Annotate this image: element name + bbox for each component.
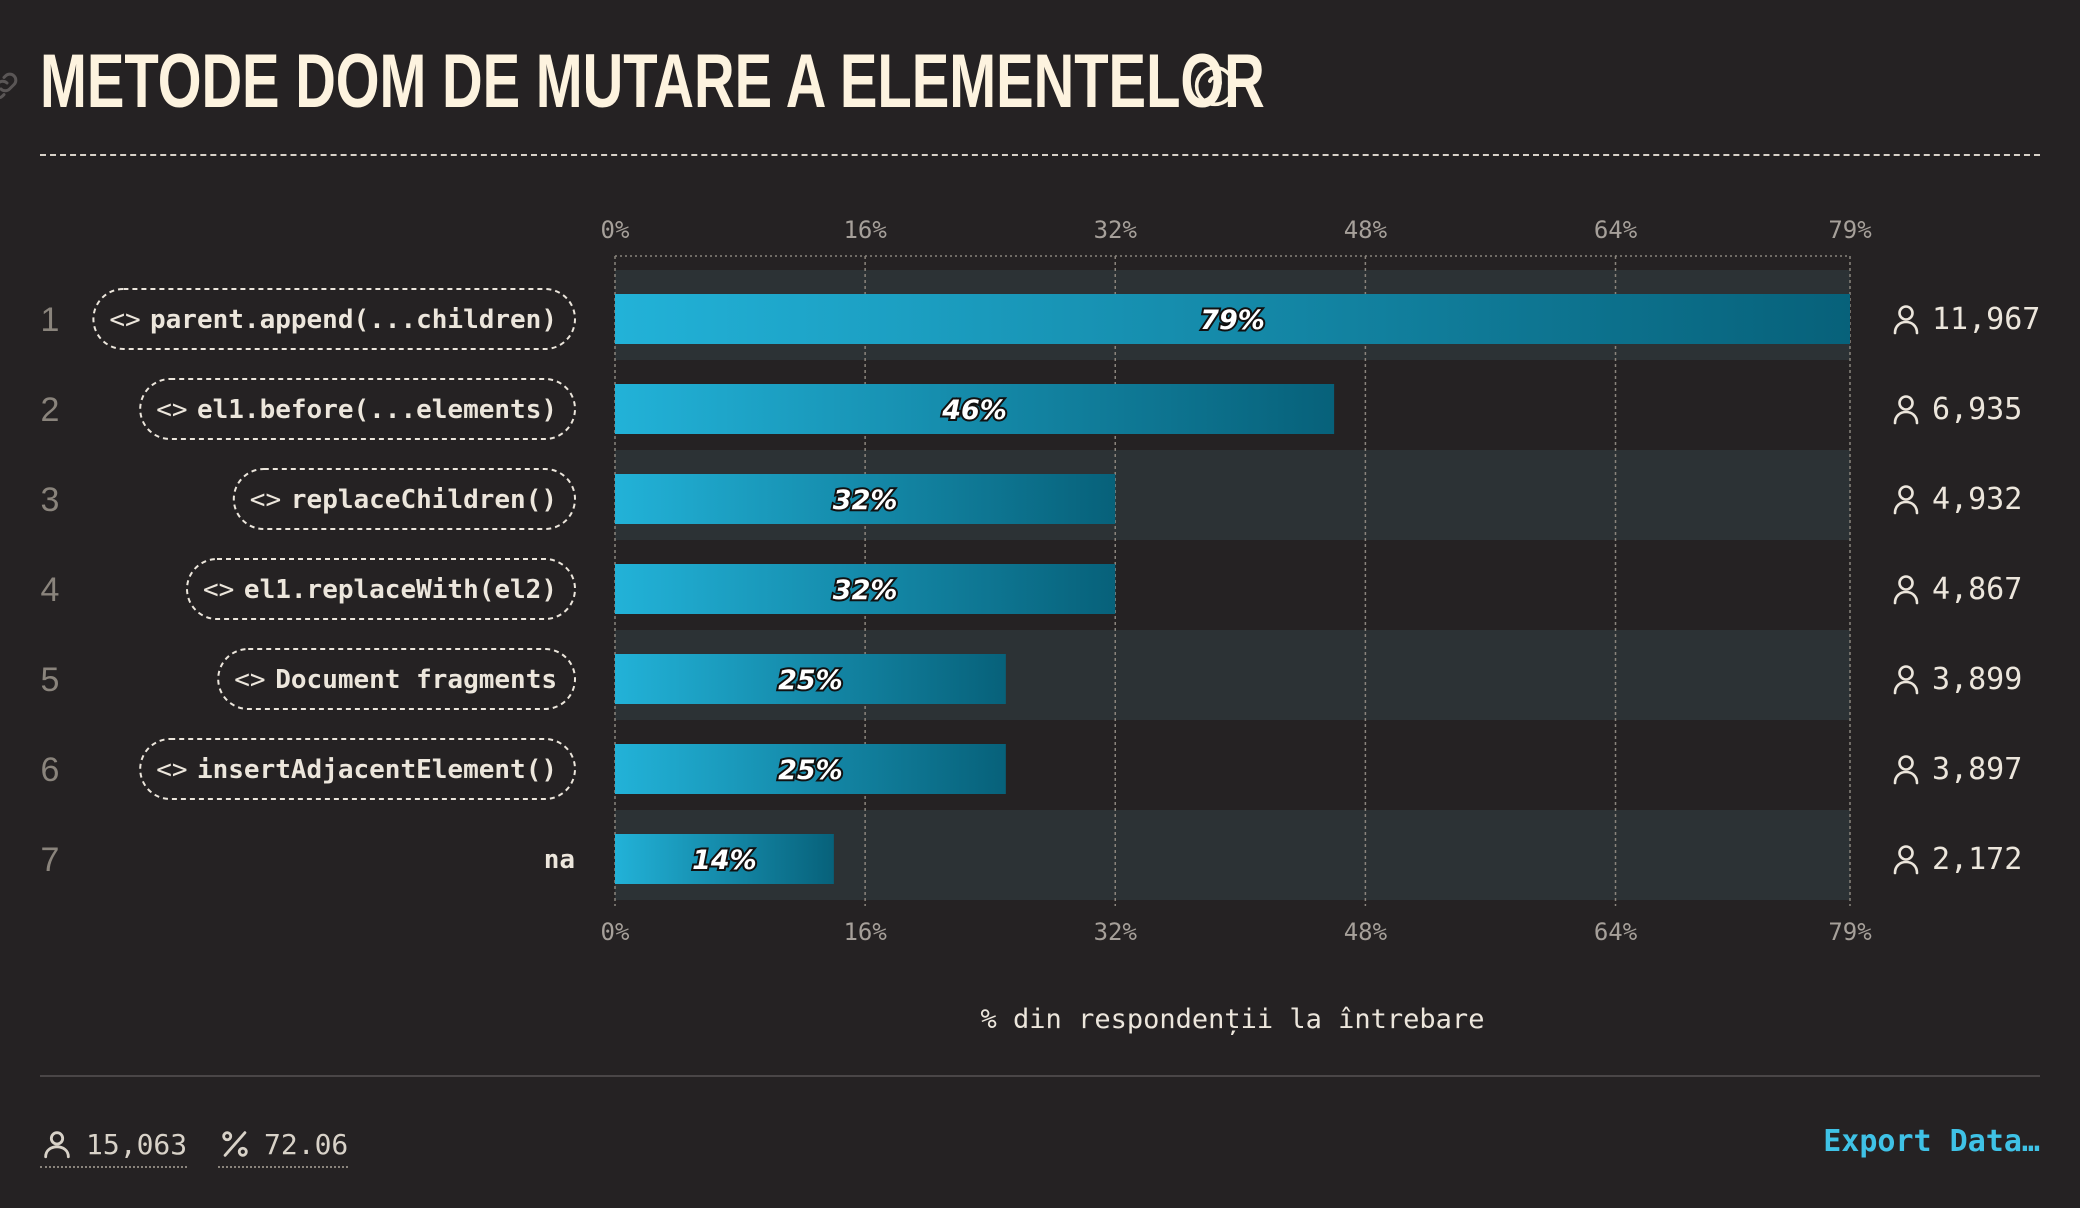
x-tick-label-bottom: 79%	[1828, 918, 1872, 946]
x-tick-label-bottom: 48%	[1344, 918, 1388, 946]
title-divider	[40, 154, 2040, 156]
category-label-text: Document fragments	[275, 665, 557, 695]
respondent-count: 4,932	[1893, 482, 2022, 517]
respondents-count: 15,063	[86, 1127, 188, 1161]
user-icon-body	[1893, 680, 1919, 695]
bar	[615, 474, 1116, 524]
footer-divider	[40, 1075, 2040, 1077]
bar	[615, 384, 1335, 434]
x-tick-label-top: 48%	[1344, 216, 1388, 244]
code-brackets-icon: <>	[156, 395, 187, 425]
respondent-count: 6,935	[1893, 392, 2022, 427]
x-tick-label-top: 64%	[1594, 216, 1638, 244]
category-label: <> Document fragments	[217, 648, 576, 710]
user-icon	[1898, 665, 1914, 681]
bar	[615, 834, 834, 884]
user-icon	[1898, 305, 1914, 321]
page-title: METODE DOM DE MUTARE A ELEMENTELOR	[40, 39, 1265, 124]
x-tick-label-top: 16%	[843, 216, 887, 244]
percent-icon	[222, 1131, 248, 1157]
rank-label: 4	[41, 571, 60, 609]
category-pill	[186, 558, 576, 620]
count-value: 4,867	[1932, 572, 2022, 607]
respondent-count: 3,899	[1893, 662, 2022, 697]
bar-value-label: 32%	[833, 575, 898, 606]
user-icon	[1898, 485, 1914, 501]
count-value: 11,967	[1932, 302, 2040, 337]
count-value: 2,172	[1932, 842, 2022, 877]
user-icon-body	[1893, 320, 1919, 335]
user-icon	[1898, 845, 1914, 861]
bar-value-label: 46%	[941, 395, 1007, 426]
x-tick-label-bottom: 16%	[843, 918, 887, 946]
user-icon	[1898, 395, 1914, 411]
category-label: <> replaceChildren()	[232, 468, 577, 530]
count-value: 3,899	[1932, 662, 2022, 697]
count-value: 4,932	[1932, 482, 2022, 517]
bar-value-label: 32%	[833, 485, 898, 516]
count-value: 6,935	[1932, 392, 2022, 427]
bar-chart: 0% 0% 16% 16% 32% 32% 48% 48% 64% 64% 79% 79% 1 <> par…	[41, 216, 2041, 1035]
percent-value: 72.06	[264, 1127, 349, 1161]
category-label: na	[544, 845, 575, 875]
category-label: <> el1.replaceWith(el2)	[186, 558, 576, 620]
bar	[615, 564, 1116, 614]
category-label: <> el1.before(...elements)	[139, 378, 576, 440]
bar	[615, 744, 1006, 794]
respondent-count: 4,867	[1893, 572, 2022, 607]
question-circle-icon[interactable]	[1193, 64, 1237, 108]
code-brackets-icon: <>	[203, 575, 234, 605]
user-icon	[44, 1131, 70, 1159]
category-pill	[217, 648, 576, 710]
user-icon-body	[1893, 410, 1919, 425]
user-icon-body	[1893, 860, 1919, 875]
percent-stat[interactable]: 72.06	[218, 1122, 349, 1168]
bar-value-label: 79%	[1200, 305, 1265, 336]
bar	[615, 654, 1006, 704]
bar-value-label: 25%	[778, 755, 843, 786]
x-tick-label-bottom: 0%	[601, 918, 630, 946]
x-tick-label-top: 79%	[1828, 216, 1872, 244]
respondent-count: 11,967	[1893, 302, 2040, 337]
user-icon-body	[1893, 500, 1919, 515]
code-brackets-icon: <>	[109, 305, 140, 335]
count-value: 3,897	[1932, 752, 2022, 787]
code-brackets-icon: <>	[156, 755, 187, 785]
rank-label: 5	[41, 661, 60, 699]
category-label: <> parent.append(...children)	[92, 288, 577, 350]
bar-value-label: 14%	[692, 845, 757, 876]
user-icon-body	[1893, 770, 1919, 785]
respondent-count: 2,172	[1893, 842, 2022, 877]
bar	[615, 294, 1850, 344]
export-data-button[interactable]: Export Data…	[1823, 1124, 2040, 1159]
code-brackets-icon: <>	[250, 485, 281, 515]
category-label-text: na	[544, 845, 575, 875]
category-label: <> insertAdjacentElement()	[139, 738, 576, 800]
x-tick-label-bottom: 32%	[1094, 918, 1138, 946]
respondents-stat[interactable]: 15,063	[40, 1122, 188, 1168]
x-tick-label-bottom: 64%	[1594, 918, 1638, 946]
bar-value-label: 25%	[778, 665, 843, 696]
x-tick-label-top: 0%	[601, 216, 630, 244]
category-label-text: el1.replaceWith(el2)	[244, 575, 557, 605]
respondent-count: 3,897	[1893, 752, 2022, 787]
user-icon	[1898, 755, 1914, 771]
code-brackets-icon: <>	[234, 665, 265, 695]
category-pill	[232, 468, 577, 530]
user-icon-body	[1893, 590, 1919, 605]
category-label-text: replaceChildren()	[291, 485, 557, 515]
category-label-text: el1.before(...elements)	[197, 395, 557, 425]
x-tick-label-top: 32%	[1094, 216, 1138, 244]
rank-label: 6	[41, 751, 60, 789]
category-label-text: parent.append(...children)	[150, 305, 557, 335]
x-axis-title: % din respondenții la întrebare	[981, 1004, 1485, 1035]
category-label-text: insertAdjacentElement()	[197, 755, 557, 785]
user-icon	[1898, 575, 1914, 591]
rank-label: 3	[41, 481, 60, 519]
category-pill	[92, 288, 577, 350]
rank-label: 7	[41, 841, 60, 879]
link-icon[interactable]	[0, 68, 22, 104]
rank-label: 1	[41, 301, 60, 339]
rank-label: 2	[41, 391, 60, 429]
